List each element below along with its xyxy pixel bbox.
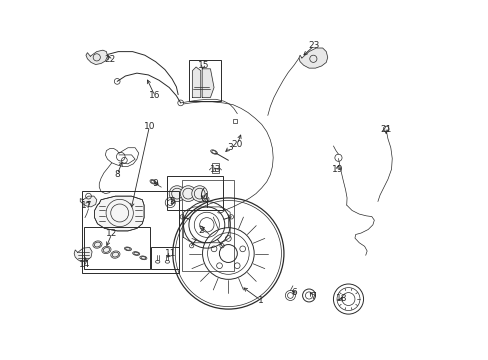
Text: 8: 8: [114, 170, 120, 179]
Ellipse shape: [124, 247, 131, 251]
Bar: [151, 247, 179, 269]
Polygon shape: [74, 247, 92, 262]
Polygon shape: [86, 50, 107, 64]
Text: 14: 14: [79, 260, 90, 269]
Polygon shape: [94, 196, 144, 231]
Text: 7: 7: [309, 292, 315, 301]
Text: 2: 2: [198, 226, 204, 235]
Polygon shape: [192, 67, 201, 98]
Text: 5: 5: [168, 197, 174, 206]
Text: 4: 4: [202, 193, 207, 202]
Text: 23: 23: [308, 41, 320, 50]
Text: 17: 17: [81, 201, 92, 210]
Text: 6: 6: [291, 288, 297, 297]
Text: 9: 9: [152, 179, 158, 188]
Text: 3: 3: [227, 143, 233, 152]
Ellipse shape: [132, 252, 140, 255]
Text: 12: 12: [106, 229, 117, 238]
Bar: [82, 191, 179, 273]
Bar: [167, 176, 223, 211]
Text: 22: 22: [104, 55, 115, 64]
Polygon shape: [80, 196, 97, 207]
Text: 19: 19: [331, 165, 343, 174]
Text: 18: 18: [335, 294, 346, 303]
Circle shape: [169, 186, 184, 202]
Text: 10: 10: [143, 122, 155, 131]
Bar: [233, 119, 237, 123]
Circle shape: [191, 186, 207, 202]
Text: 15: 15: [197, 61, 208, 70]
Text: 20: 20: [231, 140, 243, 149]
Bar: [182, 180, 233, 271]
Text: 11: 11: [165, 249, 176, 258]
Text: 21: 21: [380, 125, 391, 134]
Circle shape: [180, 186, 196, 202]
Polygon shape: [202, 69, 214, 98]
Ellipse shape: [140, 256, 146, 260]
Bar: [83, 226, 150, 269]
Text: 13: 13: [210, 165, 221, 174]
Text: 1: 1: [257, 296, 263, 305]
Polygon shape: [298, 48, 327, 68]
Bar: [188, 60, 221, 101]
Bar: [211, 163, 219, 173]
Ellipse shape: [93, 241, 102, 248]
Ellipse shape: [111, 251, 120, 258]
Text: 16: 16: [149, 91, 160, 100]
Ellipse shape: [102, 246, 111, 253]
